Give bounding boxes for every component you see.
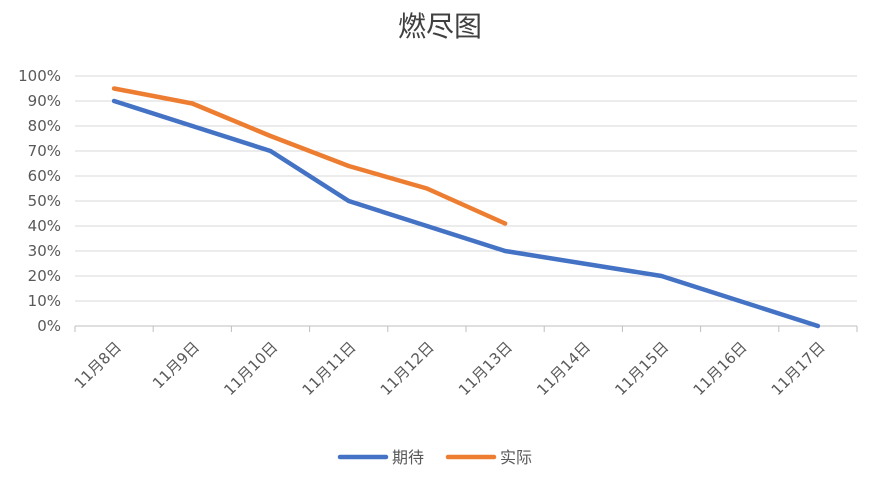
series-line-expected [111, 98, 821, 329]
x-tick-label: 11月16日 [690, 338, 751, 399]
x-tick-label: 11月9日 [149, 338, 203, 392]
data-point [190, 124, 195, 128]
legend-label: 期待 [392, 448, 424, 467]
data-point [737, 299, 742, 303]
y-tick-label: 100% [18, 67, 61, 85]
data-point [190, 101, 195, 106]
y-axis-ticks: 0% 10% 20% 30% 40% 50% 60% 70% 80% 90% 100% [18, 67, 61, 335]
y-tick-label: 90% [28, 92, 61, 110]
x-tick-label: 11月11日 [299, 338, 360, 399]
data-point [346, 164, 351, 168]
gridlines [75, 75, 857, 327]
y-tick-label: 40% [28, 217, 61, 235]
x-tick-label: 11月17日 [768, 338, 829, 399]
x-tick-label: 11月8日 [71, 338, 125, 392]
data-point [815, 324, 820, 328]
x-tick-label: 11月15日 [611, 338, 672, 399]
x-tick-label: 11月12日 [377, 338, 438, 399]
y-tick-label: 0% [37, 317, 61, 335]
data-point [346, 199, 351, 203]
data-point [503, 221, 508, 226]
chart-title: 燃尽图 [398, 10, 482, 43]
legend-label: 实际 [500, 448, 532, 467]
y-tick-label: 70% [28, 142, 61, 160]
series-line-actual [111, 86, 508, 226]
x-tick-label: 11月10日 [220, 338, 281, 399]
y-tick-label: 10% [28, 292, 61, 310]
x-axis-ticks: 11月8日 11月9日 11月10日 11月11日 11月12日 11月13日 11月14日… [71, 326, 858, 399]
y-tick-label: 20% [28, 267, 61, 285]
data-point [112, 86, 117, 91]
data-point [503, 249, 508, 253]
data-point [424, 186, 429, 191]
data-point [112, 99, 117, 103]
series-lines [111, 86, 821, 329]
data-point [268, 134, 273, 138]
y-tick-label: 80% [28, 117, 61, 135]
data-point [581, 261, 586, 266]
data-point [659, 274, 664, 278]
legend: 期待 实际 [337, 448, 532, 467]
data-point [268, 149, 273, 153]
data-point [424, 224, 429, 228]
y-tick-label: 30% [28, 242, 61, 260]
x-tick-label: 11月14日 [533, 338, 594, 399]
y-tick-label: 60% [28, 167, 61, 185]
y-tick-label: 50% [28, 192, 61, 210]
x-tick-label: 11月13日 [455, 338, 516, 399]
